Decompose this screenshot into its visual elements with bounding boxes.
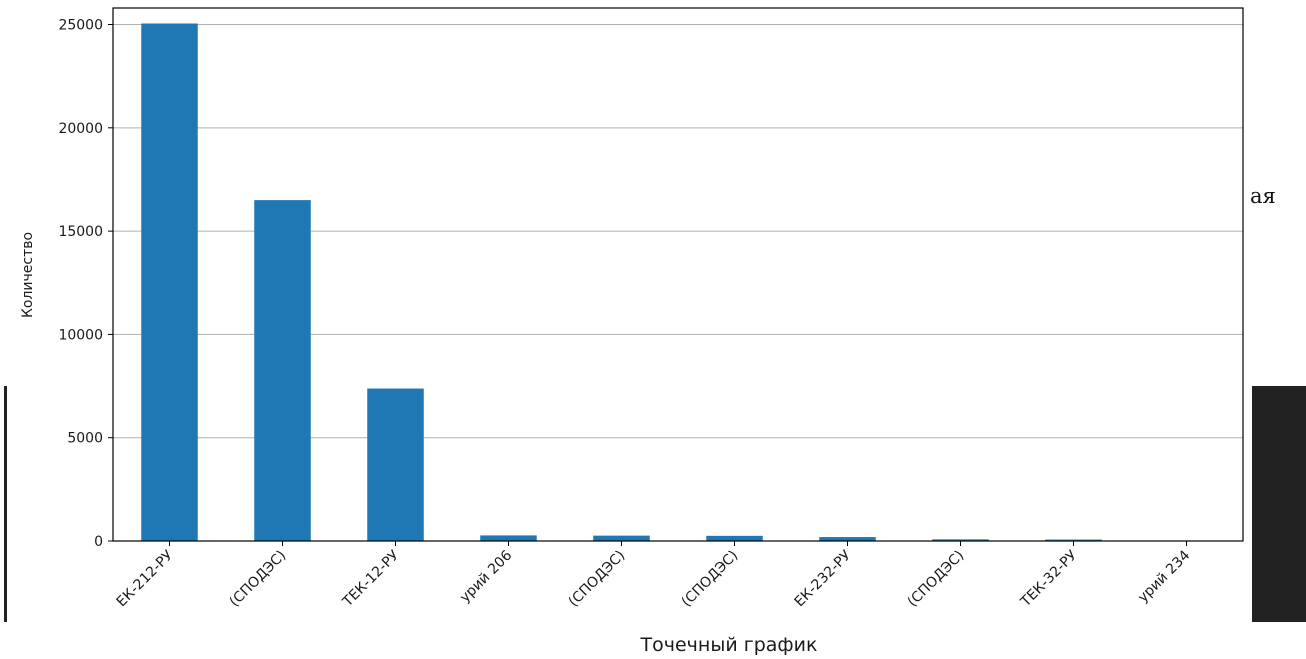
- y-tick-label: 20000: [58, 121, 103, 137]
- y-tick-label: 25000: [58, 18, 103, 34]
- bar: [480, 535, 537, 541]
- plot-frame: [112, 7, 1244, 542]
- bar: [1045, 539, 1102, 541]
- x-tick-label: (СПОДЭС): [566, 548, 629, 611]
- x-axis-ticks: ЕК-212-РУ (СПОДЭС) ТЕК-12-РУ урий 206 (СПОДЭ…: [114, 541, 1193, 611]
- x-tick-label: урий 206: [457, 547, 515, 605]
- bar: [593, 535, 650, 541]
- y-axis-ticks: 0 5000 10000 15000 20000 25000: [58, 18, 113, 550]
- x-tick-label: (СПОДЭС): [679, 548, 742, 611]
- y-tick-label: 0: [94, 534, 103, 550]
- bar: [819, 537, 876, 541]
- bar: [932, 539, 989, 541]
- bar: [367, 388, 424, 541]
- x-tick-label: ТЕК-32-РУ: [1017, 547, 1080, 610]
- y-tick-label: 10000: [58, 327, 103, 343]
- x-tick-label: (СПОДЭС): [905, 548, 968, 611]
- bar: [706, 535, 763, 541]
- y-axis-label: Количество: [20, 232, 36, 318]
- x-tick-label: ЕК-232-РУ: [792, 547, 855, 610]
- x-tick-label: ТЕК-12-РУ: [339, 547, 402, 610]
- bar: [254, 200, 311, 541]
- x-tick-label: (СПОДЭС): [227, 548, 290, 611]
- x-axis-title: Точечный график: [640, 634, 818, 656]
- bar: [141, 23, 198, 541]
- side-text-fragment: ая: [1250, 184, 1276, 208]
- x-tick-label: урий 234: [1135, 547, 1193, 605]
- bars: [141, 23, 1215, 541]
- right-dark-panel: [1252, 386, 1306, 622]
- y-tick-label: 5000: [67, 431, 103, 447]
- x-tick-label: ЕК-212-РУ: [114, 547, 177, 610]
- y-tick-label: 15000: [58, 224, 103, 240]
- left-edge-bar: [4, 386, 7, 622]
